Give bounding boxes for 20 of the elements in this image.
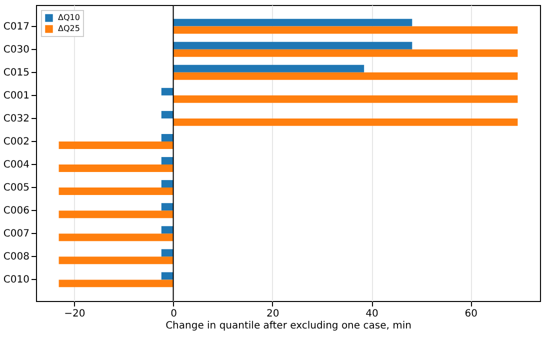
x-tick-label: 20 <box>266 308 280 320</box>
legend-label: ΔQ25 <box>58 24 80 33</box>
y-tick-label: C002 <box>3 136 30 148</box>
x-tick-label: 40 <box>366 308 378 320</box>
legend-label: ΔQ10 <box>58 13 80 22</box>
y-tick-label: C015 <box>3 67 30 78</box>
y-tick-label: C006 <box>3 206 30 217</box>
y-tick-label: C017 <box>3 21 30 32</box>
y-tick-label: C007 <box>3 228 30 240</box>
y-tick-label: C005 <box>3 182 30 194</box>
y-tick-label: C008 <box>3 252 30 263</box>
y-tick-label: C010 <box>3 274 30 286</box>
y-tick-label: C004 <box>3 160 30 171</box>
y-tick-label: C001 <box>3 90 30 102</box>
x-tick-label: 60 <box>464 308 478 320</box>
x-tick-label: 0 <box>170 308 177 320</box>
x-axis-title: Change in quantile after excluding one case, min <box>166 320 412 332</box>
y-tick-label: C030 <box>3 44 30 56</box>
y-tick-label: C032 <box>3 113 30 124</box>
x-tick-label: −20 <box>64 308 86 320</box>
